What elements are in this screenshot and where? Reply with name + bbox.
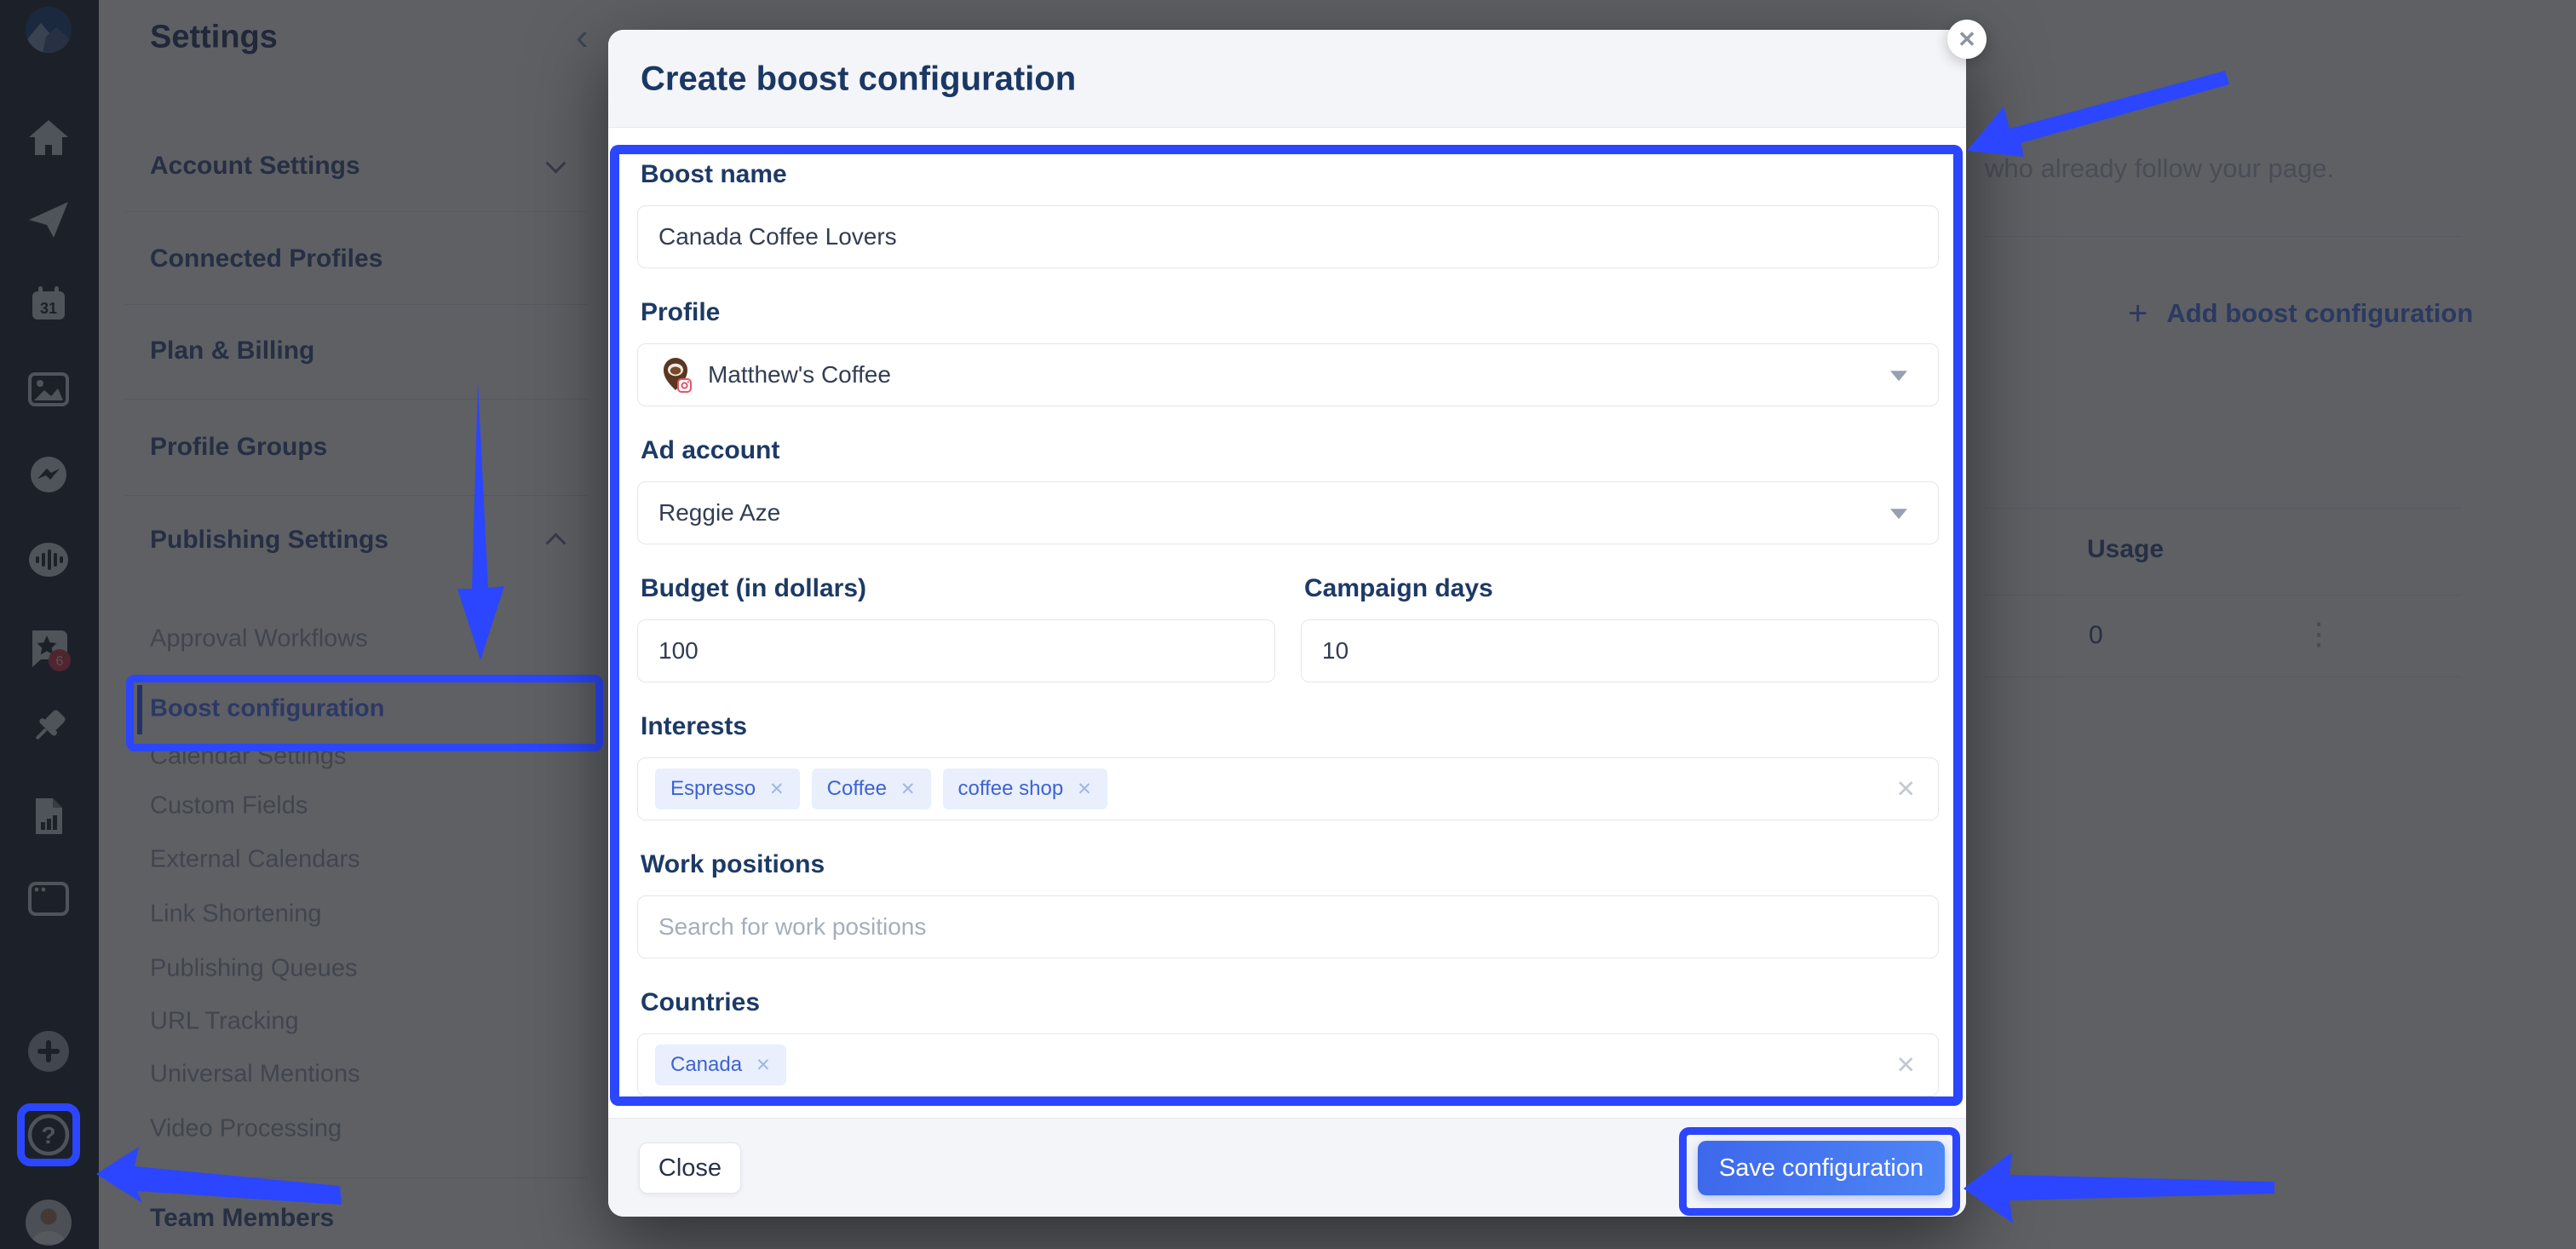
profile-label: Profile (641, 298, 721, 326)
ad-account-select[interactable]: Reggie Aze (637, 481, 1939, 544)
countries-label: Countries (641, 988, 761, 1016)
modal-title: Create boost configuration (641, 60, 1077, 98)
boost-name-input[interactable] (637, 205, 1939, 268)
interest-tag: Coffee ✕ (811, 768, 931, 809)
remove-tag-icon[interactable]: ✕ (756, 1055, 771, 1075)
annotation-box-help-icon (17, 1103, 80, 1166)
budget-input[interactable] (637, 619, 1275, 682)
close-button[interactable]: Close (639, 1143, 741, 1194)
remove-tag-icon[interactable]: ✕ (769, 779, 785, 799)
close-icon[interactable]: ✕ (1947, 20, 1987, 59)
annotation-box-boost-configuration (126, 675, 603, 751)
interests-label: Interests (641, 712, 748, 740)
campaign-days-label: Campaign days (1304, 574, 1493, 602)
work-positions-label: Work positions (641, 850, 825, 878)
work-positions-input[interactable] (637, 895, 1939, 958)
select-arrow-icon (1890, 371, 1907, 382)
campaign-days-input[interactable] (1301, 619, 1939, 682)
clear-field-icon[interactable]: ✕ (1895, 1051, 1916, 1079)
country-tag: Canada ✕ (655, 1045, 786, 1085)
profile-avatar-coffee-icon (664, 358, 692, 393)
boost-name-label: Boost name (641, 160, 787, 188)
profile-selected-value: Matthew's Coffee (708, 361, 891, 388)
ad-account-label: Ad account (641, 436, 780, 464)
remove-tag-icon[interactable]: ✕ (900, 779, 916, 799)
select-arrow-icon (1890, 509, 1907, 520)
create-boost-configuration-modal: Create boost configuration ✕ Boost name … (608, 20, 1987, 1217)
interest-tag: coffee shop ✕ (942, 768, 1107, 809)
clear-field-icon[interactable]: ✕ (1895, 775, 1916, 803)
countries-field[interactable]: Canada ✕ ✕ (637, 1033, 1939, 1096)
interest-tag: Espresso ✕ (655, 768, 800, 809)
save-configuration-button[interactable]: Save configuration (1698, 1141, 1945, 1195)
modal-header: Create boost configuration (608, 30, 1966, 128)
ad-account-selected-value: Reggie Aze (658, 499, 781, 526)
interests-field[interactable]: Espresso ✕ Coffee ✕ coffee shop ✕ ✕ (637, 757, 1939, 820)
modal-footer: Close Save configuration (608, 1118, 1966, 1217)
budget-label: Budget (in dollars) (641, 574, 866, 602)
remove-tag-icon[interactable]: ✕ (1077, 779, 1092, 799)
profile-select[interactable]: Matthew's Coffee (637, 343, 1939, 406)
